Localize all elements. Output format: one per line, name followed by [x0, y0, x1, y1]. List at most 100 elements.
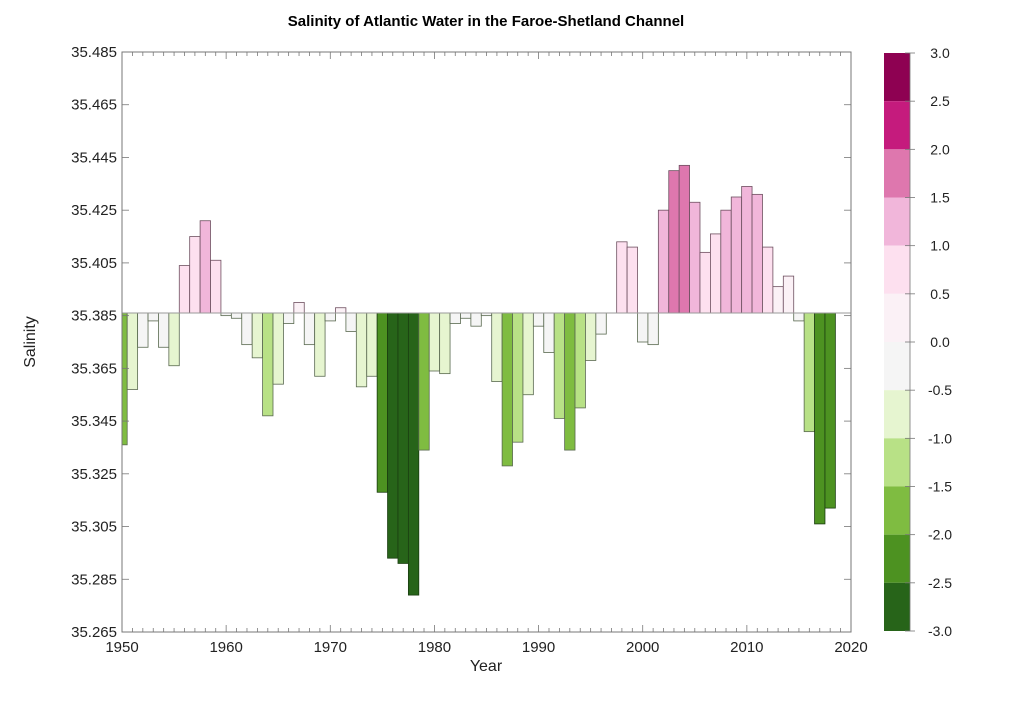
colorbar-tick-label: -1.5 — [928, 479, 952, 495]
bar-1971 — [335, 307, 347, 314]
colorbar-tick-label: 0.5 — [930, 286, 950, 302]
y-tick-label: 35.305 — [71, 519, 117, 536]
bar-2013 — [772, 286, 784, 314]
bar-1968 — [303, 312, 316, 346]
x-tick-label: 1990 — [522, 639, 555, 656]
y-tick-label: 35.265 — [71, 624, 117, 641]
axes-group: 1950 1960 1970 1980 1990 2000 2010 2020 35.265 35… — [71, 44, 868, 656]
colorbar-band — [884, 245, 910, 294]
colorbar-tick-label: -2.0 — [928, 527, 952, 543]
bar-2018 — [824, 312, 836, 509]
plot-background — [122, 52, 851, 632]
bar-1951 — [126, 312, 139, 390]
colorbar-band — [884, 149, 910, 198]
y-tick-label: 35.445 — [71, 149, 117, 166]
bar-1961 — [230, 312, 243, 319]
y-tick-label: 35.325 — [71, 466, 117, 483]
bar-1965 — [272, 312, 284, 385]
bar-2016 — [803, 312, 815, 433]
bar-2000 — [637, 312, 649, 343]
bar-1964 — [262, 312, 274, 417]
colorbar-band — [884, 486, 910, 535]
bar-2008 — [720, 209, 732, 314]
y-tick-label: 35.345 — [71, 413, 117, 430]
colorbar-tick-label: -1.0 — [928, 430, 952, 446]
chart-title: Salinity of Atlantic Water in the Faroe-… — [288, 13, 684, 30]
bar-2007 — [710, 233, 722, 314]
y-tick-label: 35.365 — [71, 360, 117, 377]
colorbar-tick-label: 2.0 — [930, 141, 950, 157]
bar-1991 — [543, 312, 555, 353]
bar-1973 — [355, 312, 368, 388]
bar-2004 — [678, 164, 690, 314]
colorbar-band — [884, 438, 910, 487]
bars-group — [122, 164, 836, 596]
colorbar-tick-label: -2.5 — [928, 575, 952, 591]
bar-1975 — [376, 312, 388, 493]
bar-2011 — [751, 193, 763, 314]
bar-2001 — [647, 312, 659, 346]
bar-1987 — [501, 312, 513, 467]
bar-1966 — [283, 312, 295, 324]
bar-1992 — [553, 312, 566, 419]
bar-2010 — [741, 186, 753, 314]
y-tick-label: 35.465 — [71, 97, 117, 114]
bar-1955 — [168, 312, 180, 367]
colorbar-band — [884, 342, 910, 391]
colorbar-tick-label: 1.0 — [930, 238, 950, 254]
x-tick-label: 1960 — [209, 639, 242, 656]
colorbar-band — [884, 53, 910, 102]
x-tick-label: 2000 — [626, 639, 659, 656]
bar-1956 — [178, 265, 191, 314]
colorbar: 3.0 2.5 2.0 1.5 1.0 0.5 0.0 -0.5 -1.0 -1.5 -2.0 -2.… — [884, 45, 952, 639]
bar-1995 — [585, 312, 597, 361]
bar-1977 — [397, 312, 409, 564]
y-tick-label: 35.285 — [71, 571, 117, 588]
plot-area — [122, 52, 851, 632]
bar-1972 — [345, 312, 357, 332]
bar-2005 — [689, 201, 701, 314]
x-tick-label: 1970 — [314, 639, 347, 656]
bar-1989 — [522, 312, 534, 396]
colorbar-tick-label: -3.0 — [928, 623, 952, 639]
bar-1958 — [199, 220, 211, 314]
colorbar-band — [884, 390, 910, 439]
y-tick-label: 35.385 — [71, 308, 117, 325]
bar-1976 — [387, 312, 399, 559]
colorbar-tick-label: 0.0 — [930, 334, 950, 350]
bar-1962 — [241, 312, 253, 346]
bar-1952 — [137, 312, 149, 348]
bar-2014 — [782, 275, 795, 314]
bar-1983 — [460, 312, 472, 319]
bar-1999 — [626, 246, 638, 314]
bar-1963 — [251, 312, 263, 359]
bar-2003 — [668, 170, 680, 314]
bar-1954 — [158, 312, 170, 348]
bar-1980 — [428, 312, 441, 372]
bar-1969 — [314, 312, 326, 377]
bar-1993 — [564, 312, 576, 451]
bar-1982 — [449, 312, 461, 324]
bar-1959 — [210, 259, 222, 314]
bar-1996 — [595, 312, 607, 335]
x-tick-label: 1980 — [418, 639, 451, 656]
bar-1970 — [324, 312, 336, 322]
bar-1957 — [189, 236, 201, 314]
bar-1978 — [407, 312, 420, 596]
y-tick-label: 35.405 — [71, 255, 117, 272]
x-tick-label: 2020 — [834, 639, 867, 656]
colorbar-band — [884, 293, 910, 342]
y-axis-label: Salinity — [22, 316, 39, 368]
bar-1998 — [616, 241, 628, 314]
bar-1986 — [491, 312, 503, 382]
bar-2017 — [814, 312, 826, 525]
bar-1953 — [147, 312, 159, 322]
bar-2002 — [657, 209, 670, 314]
bar-2015 — [793, 312, 805, 322]
bar-1994 — [574, 312, 586, 409]
colorbar-band — [884, 582, 910, 631]
y-tick-label: 35.485 — [71, 44, 117, 61]
x-tick-label: 2010 — [730, 639, 763, 656]
bar-1990 — [532, 312, 545, 327]
